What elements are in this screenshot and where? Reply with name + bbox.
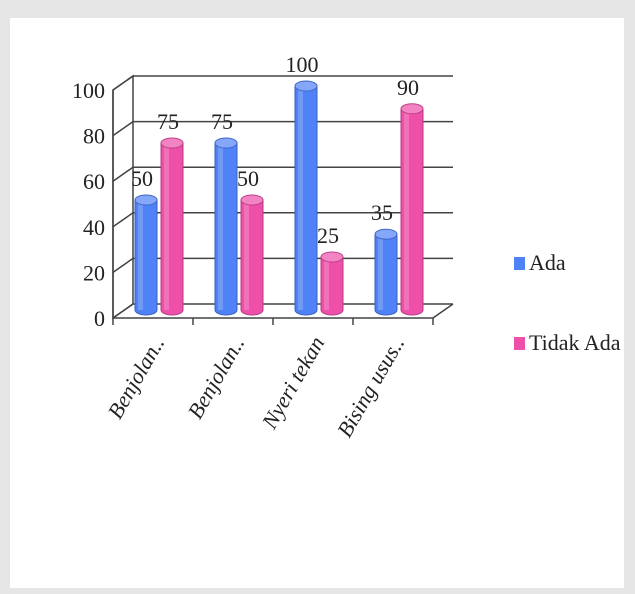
legend-item: Ada — [514, 250, 566, 275]
bar-highlight — [298, 86, 303, 310]
bar-highlight — [164, 143, 169, 310]
bar-highlight — [324, 257, 329, 310]
bar-top — [134, 194, 158, 206]
gridline-side — [112, 166, 134, 182]
data-labels: 50 75 100 35 75 50 25 90 — [131, 52, 419, 248]
bar-top — [214, 137, 238, 149]
side-wall — [112, 74, 134, 320]
data-label: 35 — [371, 200, 393, 225]
bar-top — [240, 194, 264, 206]
x-tick-label: Nyeri tekan — [256, 332, 329, 434]
legend-label: Ada — [529, 250, 566, 275]
y-tick-label: 100 — [72, 78, 105, 103]
data-label: 75 — [211, 109, 233, 134]
bar-top — [160, 137, 184, 149]
bar — [400, 103, 424, 316]
bar — [214, 137, 238, 316]
gridline-side — [112, 303, 134, 319]
bar-highlight — [244, 200, 249, 310]
y-tick-label: 40 — [83, 215, 105, 240]
data-label: 100 — [286, 52, 319, 77]
bars — [134, 80, 424, 316]
bar-top — [320, 251, 344, 263]
bar — [320, 251, 344, 316]
bar-top — [400, 103, 424, 115]
data-label: 50 — [237, 166, 259, 191]
legend: Ada Tidak Ada — [514, 250, 621, 355]
data-label: 75 — [157, 109, 179, 134]
x-tick-label: Benjolan.. — [102, 332, 169, 423]
legend-swatch — [514, 337, 525, 350]
bar — [374, 228, 398, 316]
x-tick-label: Bising usus.. — [332, 332, 410, 441]
y-tick-label: 60 — [83, 169, 105, 194]
bar — [240, 194, 264, 316]
bar-highlight — [404, 108, 409, 310]
bar-highlight — [378, 234, 383, 310]
legend-label: Tidak Ada — [529, 330, 621, 355]
legend-item: Tidak Ada — [514, 330, 621, 355]
bar-top — [294, 80, 318, 92]
data-label: 90 — [397, 75, 419, 100]
y-tick-labels: 0 20 40 60 80 100 — [72, 78, 105, 331]
y-tick-label: 20 — [83, 260, 105, 285]
bar-top — [374, 228, 398, 240]
x-tick-label: Benjolan.. — [182, 332, 249, 423]
gridline-side — [112, 212, 134, 228]
y-tick-label: 80 — [83, 124, 105, 149]
gridline-side — [112, 120, 134, 137]
gridlines — [112, 75, 453, 319]
gridline-side — [112, 257, 134, 274]
data-label: 25 — [317, 223, 339, 248]
floor-right-edge — [432, 303, 454, 319]
bar-highlight — [218, 143, 223, 310]
bar — [294, 80, 318, 316]
data-label: 50 — [131, 166, 153, 191]
bar — [160, 137, 184, 316]
bar — [134, 194, 158, 316]
y-tick-label: 0 — [94, 306, 105, 331]
legend-swatch — [514, 257, 525, 270]
bar-highlight — [138, 200, 143, 310]
gridline-side — [112, 75, 134, 91]
